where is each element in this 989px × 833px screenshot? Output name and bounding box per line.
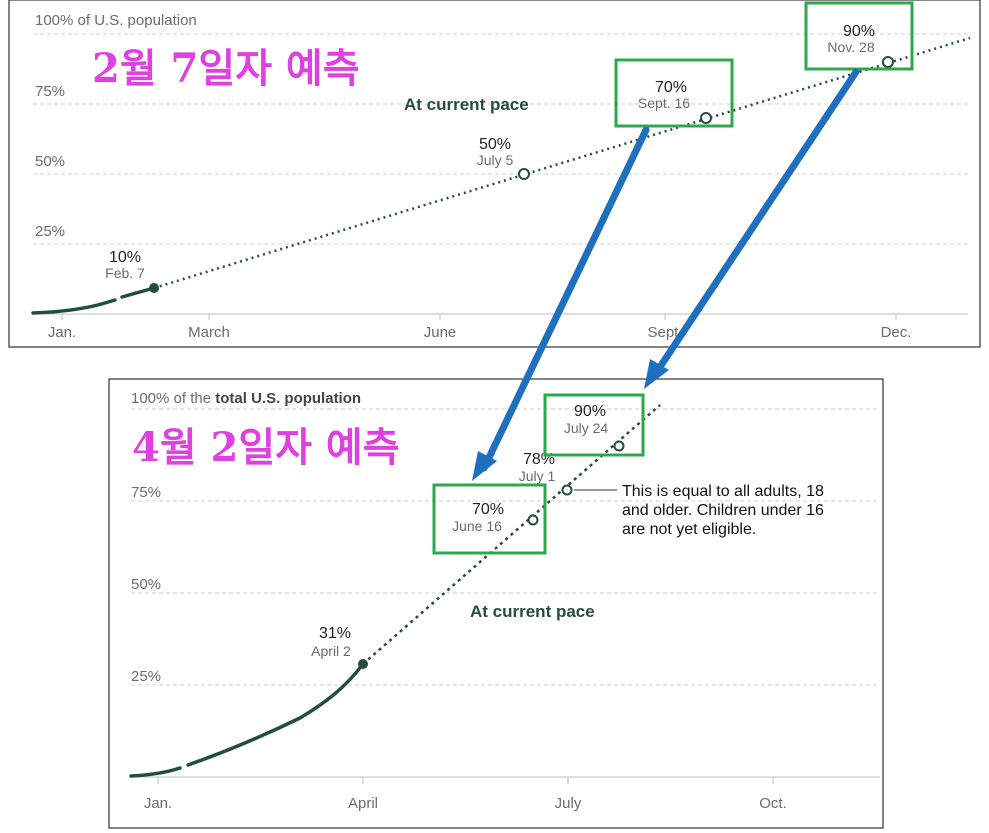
bottom-point-july1	[561, 484, 573, 496]
top-label-july5-date: July 5	[477, 152, 514, 168]
bottom-chart: 100% of the total U.S. population 75% 50…	[108, 378, 884, 829]
top-label-feb7-pct: 10%	[109, 249, 141, 266]
bottom-chart-frame	[108, 378, 884, 829]
bottom-y-tick-50: 50%	[131, 576, 161, 593]
top-label-nov28-date: Nov. 28	[827, 39, 874, 55]
top-chart: 100% of U.S. population 75% 50% 25% Jan.…	[8, 0, 981, 348]
arrow-70-shaft	[480, 126, 650, 472]
bottom-label-july24-pct: 90%	[574, 403, 606, 420]
top-x-tick-dec: Dec.	[881, 324, 912, 341]
bottom-highlight-box-90	[543, 393, 645, 457]
bottom-y-title-prefix: 100% of the	[131, 390, 215, 407]
bottom-label-june16-date: June 16	[452, 518, 502, 534]
top-x-tick-jan: Jan.	[48, 324, 76, 341]
bottom-label-july24-date: July 24	[564, 420, 609, 436]
bottom-x-tick-jan: Jan.	[144, 795, 172, 812]
bottom-korean-annotation: 4월 2일자 예측	[132, 424, 400, 471]
top-y-tick-25: 25%	[35, 223, 65, 240]
arrow-70-head	[472, 451, 497, 481]
bottom-point-april2	[358, 659, 368, 669]
bottom-y-tick-75: 75%	[131, 484, 161, 501]
top-point-sept16	[700, 112, 712, 124]
bottom-y-title-bold: total U.S. population	[215, 390, 361, 407]
bottom-series-actual	[129, 662, 365, 778]
bottom-x-tick-july: July	[555, 795, 582, 812]
top-y-tick-50: 50%	[35, 153, 65, 170]
top-korean-annotation: 2월 7일자 예측	[92, 45, 360, 92]
bottom-point-june16	[527, 514, 539, 526]
top-highlight-box-90	[804, 1, 914, 71]
bottom-x-tick-april: April	[348, 795, 378, 812]
top-point-july5	[518, 168, 530, 180]
bottom-pace-label: At current pace	[470, 602, 595, 621]
top-x-tick-june: June	[424, 324, 457, 341]
top-label-feb7-date: Feb. 7	[105, 265, 145, 281]
top-label-july5-pct: 50%	[479, 136, 511, 153]
arrow-90-head	[644, 359, 669, 389]
bottom-y-tick-25: 25%	[131, 668, 161, 685]
top-series-actual	[31, 286, 156, 315]
top-label-sept16-date: Sept. 16	[638, 95, 690, 111]
bottom-y-title: 100% of the total U.S. population	[131, 390, 361, 407]
bottom-x-tick-oct: Oct.	[759, 795, 787, 812]
bottom-point-july24	[613, 440, 625, 452]
bottom-label-april2-date: April 2	[311, 643, 351, 659]
top-x-tick-march: March	[188, 324, 230, 341]
bottom-label-july1-date: July 1	[519, 468, 556, 484]
top-label-nov28-pct: 90%	[843, 23, 875, 40]
top-point-nov28	[882, 56, 894, 68]
bottom-note-line-2: and older. Children under 16	[622, 502, 824, 519]
top-y-title: 100% of U.S. population	[35, 12, 197, 29]
top-pace-label: At current pace	[404, 95, 529, 114]
top-point-feb7	[149, 283, 159, 293]
comparison-arrows	[472, 68, 860, 481]
arrow-90-shaft	[650, 68, 860, 380]
top-highlight-box-70	[614, 58, 734, 128]
bottom-series-projection	[362, 404, 661, 665]
bottom-label-april2-pct: 31%	[319, 625, 351, 642]
bottom-note-line-1: This is equal to all adults, 18	[622, 483, 824, 500]
bottom-highlight-box-70	[432, 483, 547, 555]
bottom-label-june16-pct: 70%	[472, 501, 504, 518]
top-series-projection	[153, 36, 971, 290]
top-label-sept16-pct: 70%	[655, 79, 687, 96]
bottom-note-line-3: are not yet eligible.	[622, 521, 756, 538]
top-y-tick-75: 75%	[35, 83, 65, 100]
top-x-tick-sept: Sept.	[647, 324, 682, 341]
